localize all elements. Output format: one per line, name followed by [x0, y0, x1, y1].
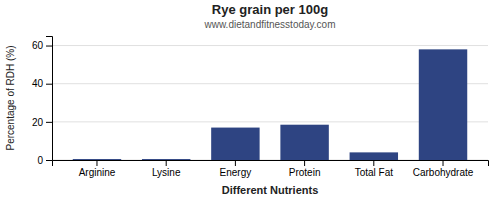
tick-label: Carbohydrate [413, 167, 474, 178]
bar [350, 152, 398, 160]
tick: 0 [37, 155, 52, 166]
tick-label: Protein [289, 167, 321, 178]
tick: Arginine [79, 160, 116, 178]
tick-mark [235, 160, 236, 166]
tick-label: 0 [37, 155, 43, 166]
bar [73, 159, 121, 160]
bars [73, 49, 467, 160]
axis-line [46, 37, 53, 161]
tick-label: Arginine [79, 167, 116, 178]
bar [211, 128, 259, 160]
tick-mark [166, 160, 167, 166]
x-axis-title: Different Nutrients [222, 184, 319, 196]
tick-mark [46, 46, 52, 47]
chart: Arginine Lysine Energy Protein Total Fat Carb… [0, 0, 500, 200]
tick-mark [373, 160, 374, 166]
tick-mark [46, 160, 52, 161]
y-axis-title: Percentage of RDH (%) [5, 45, 16, 150]
grid [52, 46, 488, 160]
plot: Arginine Lysine Energy Protein Total Fat Carb… [32, 37, 489, 179]
tick-label: 60 [32, 40, 44, 51]
tick-mark [46, 84, 52, 85]
x-axis: Arginine Lysine Energy Protein Total Fat Carb… [53, 160, 489, 178]
tick-label: Lysine [152, 167, 181, 178]
bar [142, 159, 190, 160]
tick: 40 [32, 78, 52, 89]
tick-mark [46, 122, 52, 123]
subtitle: www.dietandfitnesstoday.com [204, 19, 336, 30]
tick: Lysine [152, 160, 181, 178]
tick-label: Energy [220, 167, 252, 178]
tick: 20 [32, 117, 52, 128]
tick-label: 40 [32, 78, 44, 89]
bar [419, 49, 467, 160]
tick: Energy [220, 160, 252, 178]
tick: Total Fat [355, 160, 394, 178]
tick-label: 20 [32, 117, 44, 128]
bar [280, 125, 328, 160]
tick-mark [96, 160, 97, 166]
tick: 60 [32, 40, 52, 51]
title: Rye grain per 100g [212, 2, 328, 17]
tick: Protein [289, 160, 321, 178]
y-axis: 0 20 40 60 [32, 37, 53, 166]
axis-line [53, 161, 489, 167]
tick-mark [304, 160, 305, 166]
grid-line [52, 45, 488, 46]
tick-mark [443, 160, 444, 166]
tick: Carbohydrate [413, 160, 474, 178]
tick-label: Total Fat [355, 167, 394, 178]
